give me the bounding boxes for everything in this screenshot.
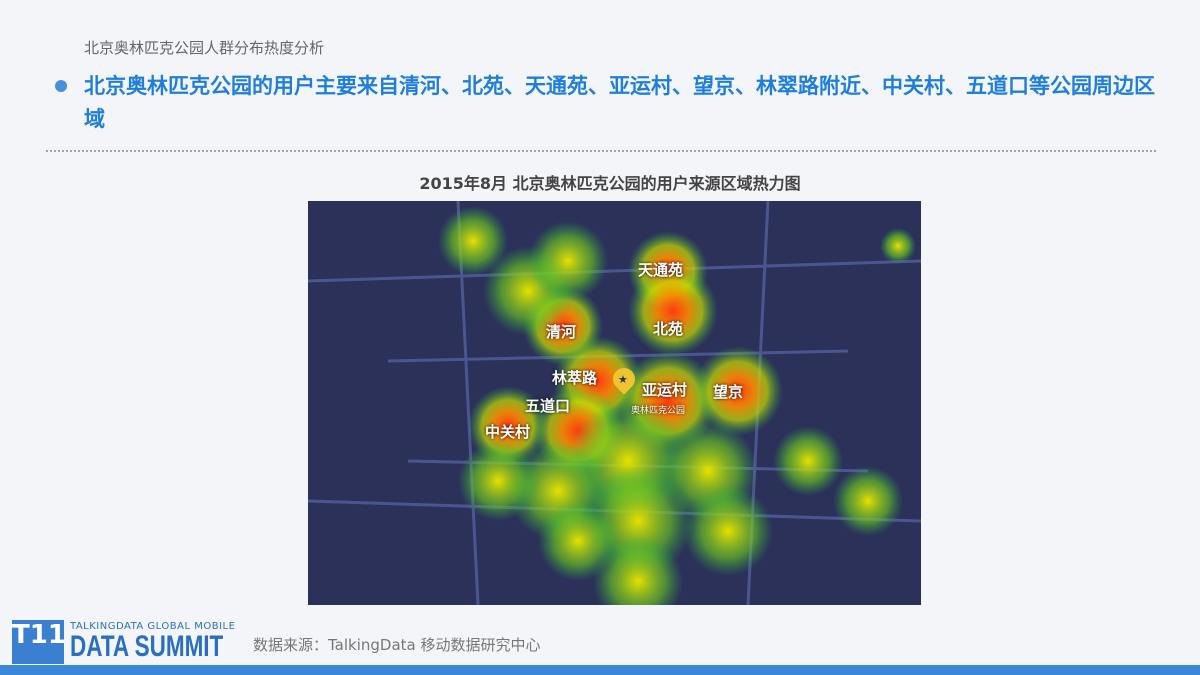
heat-blob	[458, 441, 538, 521]
heat-blob	[773, 426, 843, 496]
heat-map: 天通苑 清河 北苑 林萃路 亚运村 望京 五道口 中关村 奥林匹克公园 ★	[308, 201, 921, 605]
heat-blob	[683, 486, 773, 576]
label-park: 奥林匹克公园	[631, 406, 686, 416]
heat-blob	[438, 206, 508, 276]
label-zhongguancun: 中关村	[485, 423, 531, 441]
heat-blob	[833, 466, 903, 536]
divider	[46, 150, 1156, 152]
heat-blob	[628, 266, 718, 356]
logo-line2: DATA SUMMIT	[70, 630, 224, 663]
label-tiantongyuan: 天通苑	[638, 261, 684, 279]
logo-mark: T11	[12, 620, 66, 664]
road	[308, 259, 921, 283]
heat-blob	[880, 228, 916, 264]
chart-title: 2015年8月 北京奥林匹克公园的用户来源区域热力图	[419, 174, 801, 193]
label-wangjing: 望京	[713, 383, 744, 401]
label-qinghe: 清河	[546, 323, 577, 341]
data-source: 数据来源：TalkingData 移动数据研究中心	[253, 636, 541, 654]
page-subtitle: 北京奥林匹克公园人群分布热度分析	[84, 39, 325, 57]
label-beiyuan: 北苑	[653, 320, 684, 338]
label-yayuncun: 亚运村	[642, 381, 688, 399]
heat-layer	[308, 201, 921, 605]
heat-blob	[528, 221, 608, 301]
label-lincuilu: 林萃路	[552, 369, 598, 387]
logo-line1: TALKINGDATA GLOBAL MOBILE	[70, 621, 236, 632]
label-wudaokou: 五道口	[525, 397, 571, 415]
bullet-icon	[55, 80, 67, 92]
footer-bar	[0, 665, 1200, 675]
heat-blob	[593, 536, 683, 605]
headline: 北京奥林匹克公园的用户主要来自清河、北苑、天通苑、亚运村、望京、林翠路附近、中关…	[84, 74, 1155, 131]
heat-blob	[693, 346, 783, 436]
